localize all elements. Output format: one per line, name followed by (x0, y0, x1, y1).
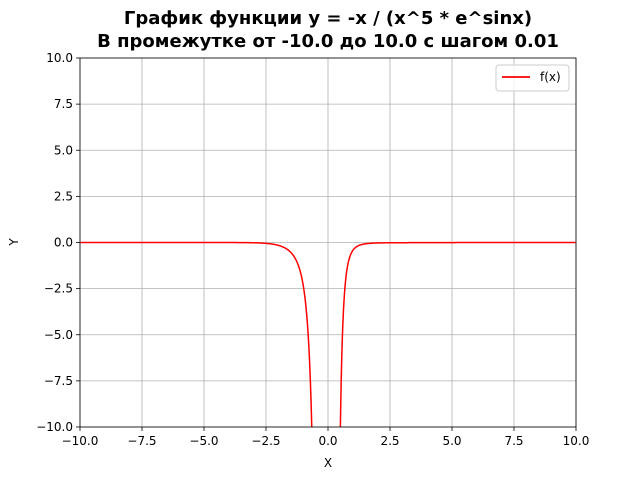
y-tick-label: −2.5 (44, 282, 73, 296)
y-tick-label: 10.0 (46, 51, 73, 65)
legend: f(x) (495, 64, 570, 92)
y-tick-label: −7.5 (44, 374, 73, 388)
series-line-fx (80, 241, 576, 427)
x-tick-label: 2.5 (380, 434, 399, 448)
x-tick-label: −10.0 (62, 434, 99, 448)
chart-title-line2: В промежутке от -10.0 до 10.0 с шагом 0.… (97, 31, 559, 52)
y-axis: −10.0 −7.5 −5.0 −2.5 0.0 2.5 5.0 7.5 10.0 (36, 51, 80, 434)
x-tick-label: −7.5 (127, 434, 156, 448)
x-axis: −10.0 −7.5 −5.0 −2.5 0.0 2.5 5.0 7.5 10.0 (62, 427, 590, 448)
y-tick-label: 2.5 (54, 189, 73, 203)
y-tick-label: 0.0 (54, 236, 73, 250)
x-tick-label: 7.5 (504, 434, 523, 448)
x-tick-label: 0.0 (318, 434, 337, 448)
x-axis-label: X (324, 456, 332, 470)
y-tick-label: −10.0 (36, 420, 73, 434)
y-axis-label: Y (7, 238, 21, 247)
y-tick-label: 5.0 (54, 143, 73, 157)
y-tick-label: −5.0 (44, 328, 73, 342)
chart-title-line1: График функции y = -x / (x^5 * e^sinx) (124, 8, 532, 29)
x-tick-label: −5.0 (189, 434, 218, 448)
legend-box (495, 64, 570, 92)
x-tick-label: 10.0 (563, 434, 590, 448)
x-tick-label: 5.0 (442, 434, 461, 448)
x-tick-label: −2.5 (251, 434, 280, 448)
y-tick-label: 7.5 (54, 97, 73, 111)
legend-label-fx: f(x) (540, 70, 561, 84)
